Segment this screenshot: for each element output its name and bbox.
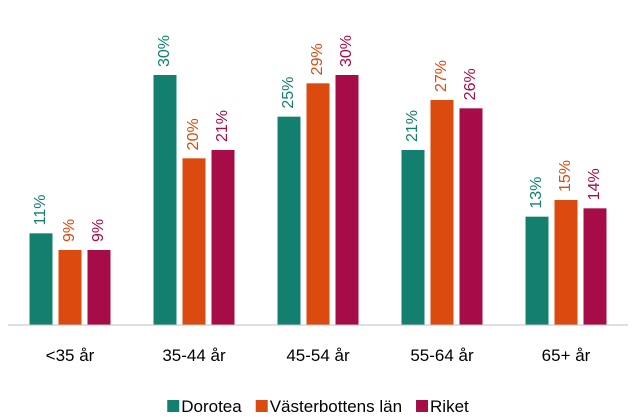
x-tick-label: 65+ år [542, 346, 591, 365]
value-label: 11% [32, 194, 49, 225]
legend-label: Västerbottens län [270, 397, 402, 416]
legend-label: Dorotea [181, 397, 242, 416]
x-tick-label: 35-44 år [162, 346, 226, 365]
value-label: 21% [214, 110, 231, 142]
bar [306, 83, 330, 325]
bar [430, 100, 454, 325]
bar [583, 208, 607, 325]
bar [277, 116, 301, 326]
value-label: 14% [586, 168, 603, 200]
bar [335, 75, 359, 325]
value-label: 30% [156, 35, 173, 67]
bar [554, 200, 578, 325]
value-label: 27% [433, 60, 450, 92]
value-label: 13% [528, 177, 545, 209]
value-label: 9% [90, 219, 107, 242]
bar [459, 108, 483, 325]
bar [29, 233, 53, 325]
legend-swatch [167, 400, 180, 412]
legend-swatch [255, 400, 268, 412]
bar [58, 250, 82, 325]
value-label: 30% [338, 35, 355, 67]
bar [525, 216, 549, 325]
bar [87, 250, 111, 325]
value-label: 9% [61, 219, 78, 242]
value-label: 15% [557, 160, 574, 192]
legend-label: Riket [430, 397, 469, 416]
x-tick-label: 55-64 år [410, 346, 474, 365]
bar [401, 150, 425, 325]
value-label: 21% [404, 110, 421, 142]
value-label: 25% [280, 77, 297, 109]
bar [211, 150, 235, 325]
value-label: 26% [462, 68, 479, 100]
x-tick-label: 45-54 år [286, 346, 350, 365]
bar [182, 158, 206, 325]
bar [153, 75, 177, 325]
x-tick-label: <35 år [46, 346, 95, 365]
value-label: 20% [185, 118, 202, 150]
value-label: 29% [309, 43, 326, 75]
legend-swatch [416, 400, 429, 412]
